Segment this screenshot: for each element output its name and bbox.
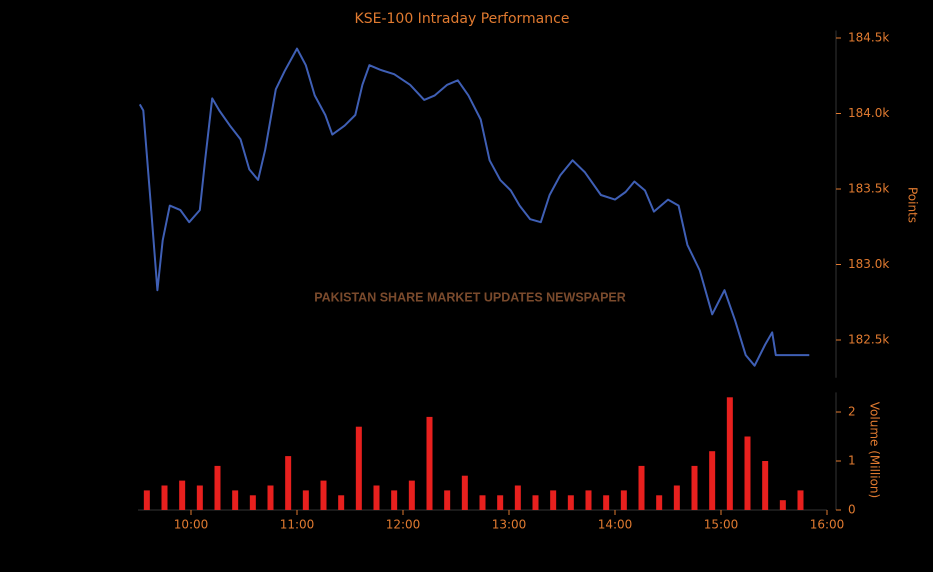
y-axis-label: Volume (Million) [868, 402, 882, 498]
bar [232, 490, 239, 510]
bar [673, 485, 680, 510]
bar [532, 495, 539, 510]
y-axis-label: Points [906, 187, 920, 223]
x-tick-label: 15:00 [704, 518, 739, 532]
bar [320, 480, 327, 510]
bar [338, 495, 345, 510]
bar [161, 485, 168, 510]
x-tick-label: 11:00 [280, 518, 315, 532]
bar [426, 416, 433, 510]
bar [620, 490, 627, 510]
bar [726, 397, 733, 510]
bar [214, 465, 221, 510]
bar [514, 485, 521, 510]
bar [779, 500, 786, 510]
bar [709, 451, 716, 510]
bar [567, 495, 574, 510]
line [138, 47, 810, 367]
bar [461, 475, 468, 510]
watermark: PAKISTAN SHARE MARKET UPDATES NEWSPAPER [314, 290, 626, 304]
bar [444, 490, 451, 510]
y-tick-label: 183.0k [848, 257, 889, 271]
bar [196, 485, 203, 510]
x-tick-label: 12:00 [386, 518, 421, 532]
bar [179, 480, 186, 510]
y-tick-label: 182.5k [848, 333, 889, 347]
bar [143, 490, 150, 510]
bar [656, 495, 663, 510]
bar [479, 495, 486, 510]
x-tick-label: 16:00 [810, 518, 845, 532]
y-tick-label: 184.5k [848, 31, 889, 45]
bar [408, 480, 415, 510]
bar [550, 490, 557, 510]
bar [744, 436, 751, 510]
bar [585, 490, 592, 510]
bar [373, 485, 380, 510]
x-tick-label: 10:00 [174, 518, 209, 532]
bar [285, 456, 292, 510]
y-tick-label: 1 [848, 454, 856, 468]
bar [797, 490, 804, 510]
chart-title: KSE-100 Intraday Performance [355, 11, 570, 27]
bar [302, 490, 309, 510]
bar [691, 465, 698, 510]
x-tick-label: 14:00 [598, 518, 633, 532]
bar [267, 485, 274, 510]
bar [355, 426, 362, 510]
bar [497, 495, 504, 510]
y-tick-label: 0 [848, 503, 856, 517]
bar [638, 465, 645, 510]
y-tick-label: 183.5k [848, 182, 889, 196]
bar [249, 495, 256, 510]
y-tick-label: 184.0k [848, 106, 889, 120]
bar [391, 490, 398, 510]
x-tick-label: 13:00 [492, 518, 527, 532]
bar [603, 495, 610, 510]
y-tick-label: 2 [848, 405, 856, 419]
bar [762, 461, 769, 510]
